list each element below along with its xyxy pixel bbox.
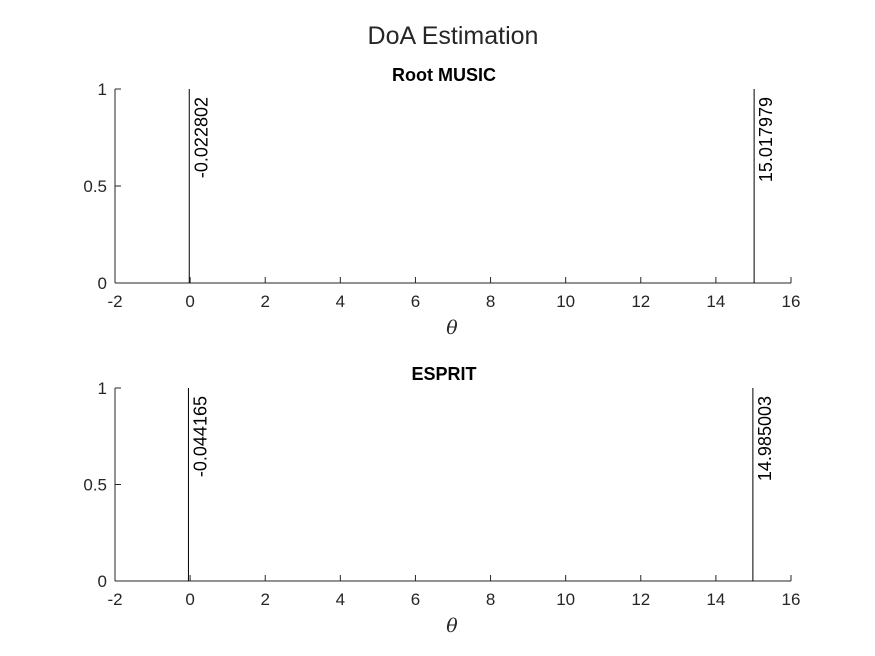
x-axis-label: θ (446, 317, 458, 339)
subplot-title: Root MUSIC (392, 65, 496, 85)
y-tick-label: 1 (98, 379, 107, 398)
x-tick-label: 6 (411, 590, 420, 609)
y-tick-label: 0.5 (83, 177, 107, 196)
x-tick-label: 12 (631, 590, 650, 609)
x-tick-label: 10 (556, 292, 575, 311)
x-tick-label: 2 (260, 590, 269, 609)
x-tick-label: 4 (336, 590, 345, 609)
x-tick-label: 8 (486, 292, 495, 311)
x-tick-label: 16 (782, 590, 801, 609)
x-tick-label: 6 (411, 292, 420, 311)
stem-value-label: -0.022802 (191, 97, 211, 178)
y-tick-label: 0 (98, 572, 107, 591)
stem-value-label: -0.044165 (190, 396, 210, 477)
x-tick-label: 12 (631, 292, 650, 311)
x-tick-label: 2 (260, 292, 269, 311)
x-tick-label: 16 (782, 292, 801, 311)
y-tick-label: 0 (98, 274, 107, 293)
stem-value-label: 14.985003 (755, 396, 775, 481)
x-tick-label: 14 (706, 590, 725, 609)
x-tick-label: 0 (185, 590, 194, 609)
figure-title: DoA Estimation (368, 22, 539, 50)
y-tick-label: 0.5 (83, 476, 107, 495)
x-tick-label: 0 (185, 292, 194, 311)
x-tick-label: 8 (486, 590, 495, 609)
subplot-title: ESPRIT (411, 364, 476, 384)
x-axis-label: θ (446, 615, 458, 637)
x-tick-label: 10 (556, 590, 575, 609)
stem-value-label: 15.017979 (756, 97, 776, 182)
y-tick-label: 1 (98, 80, 107, 99)
x-tick-label: -2 (107, 590, 122, 609)
x-tick-label: 14 (706, 292, 725, 311)
x-tick-label: -2 (107, 292, 122, 311)
x-tick-label: 4 (336, 292, 345, 311)
